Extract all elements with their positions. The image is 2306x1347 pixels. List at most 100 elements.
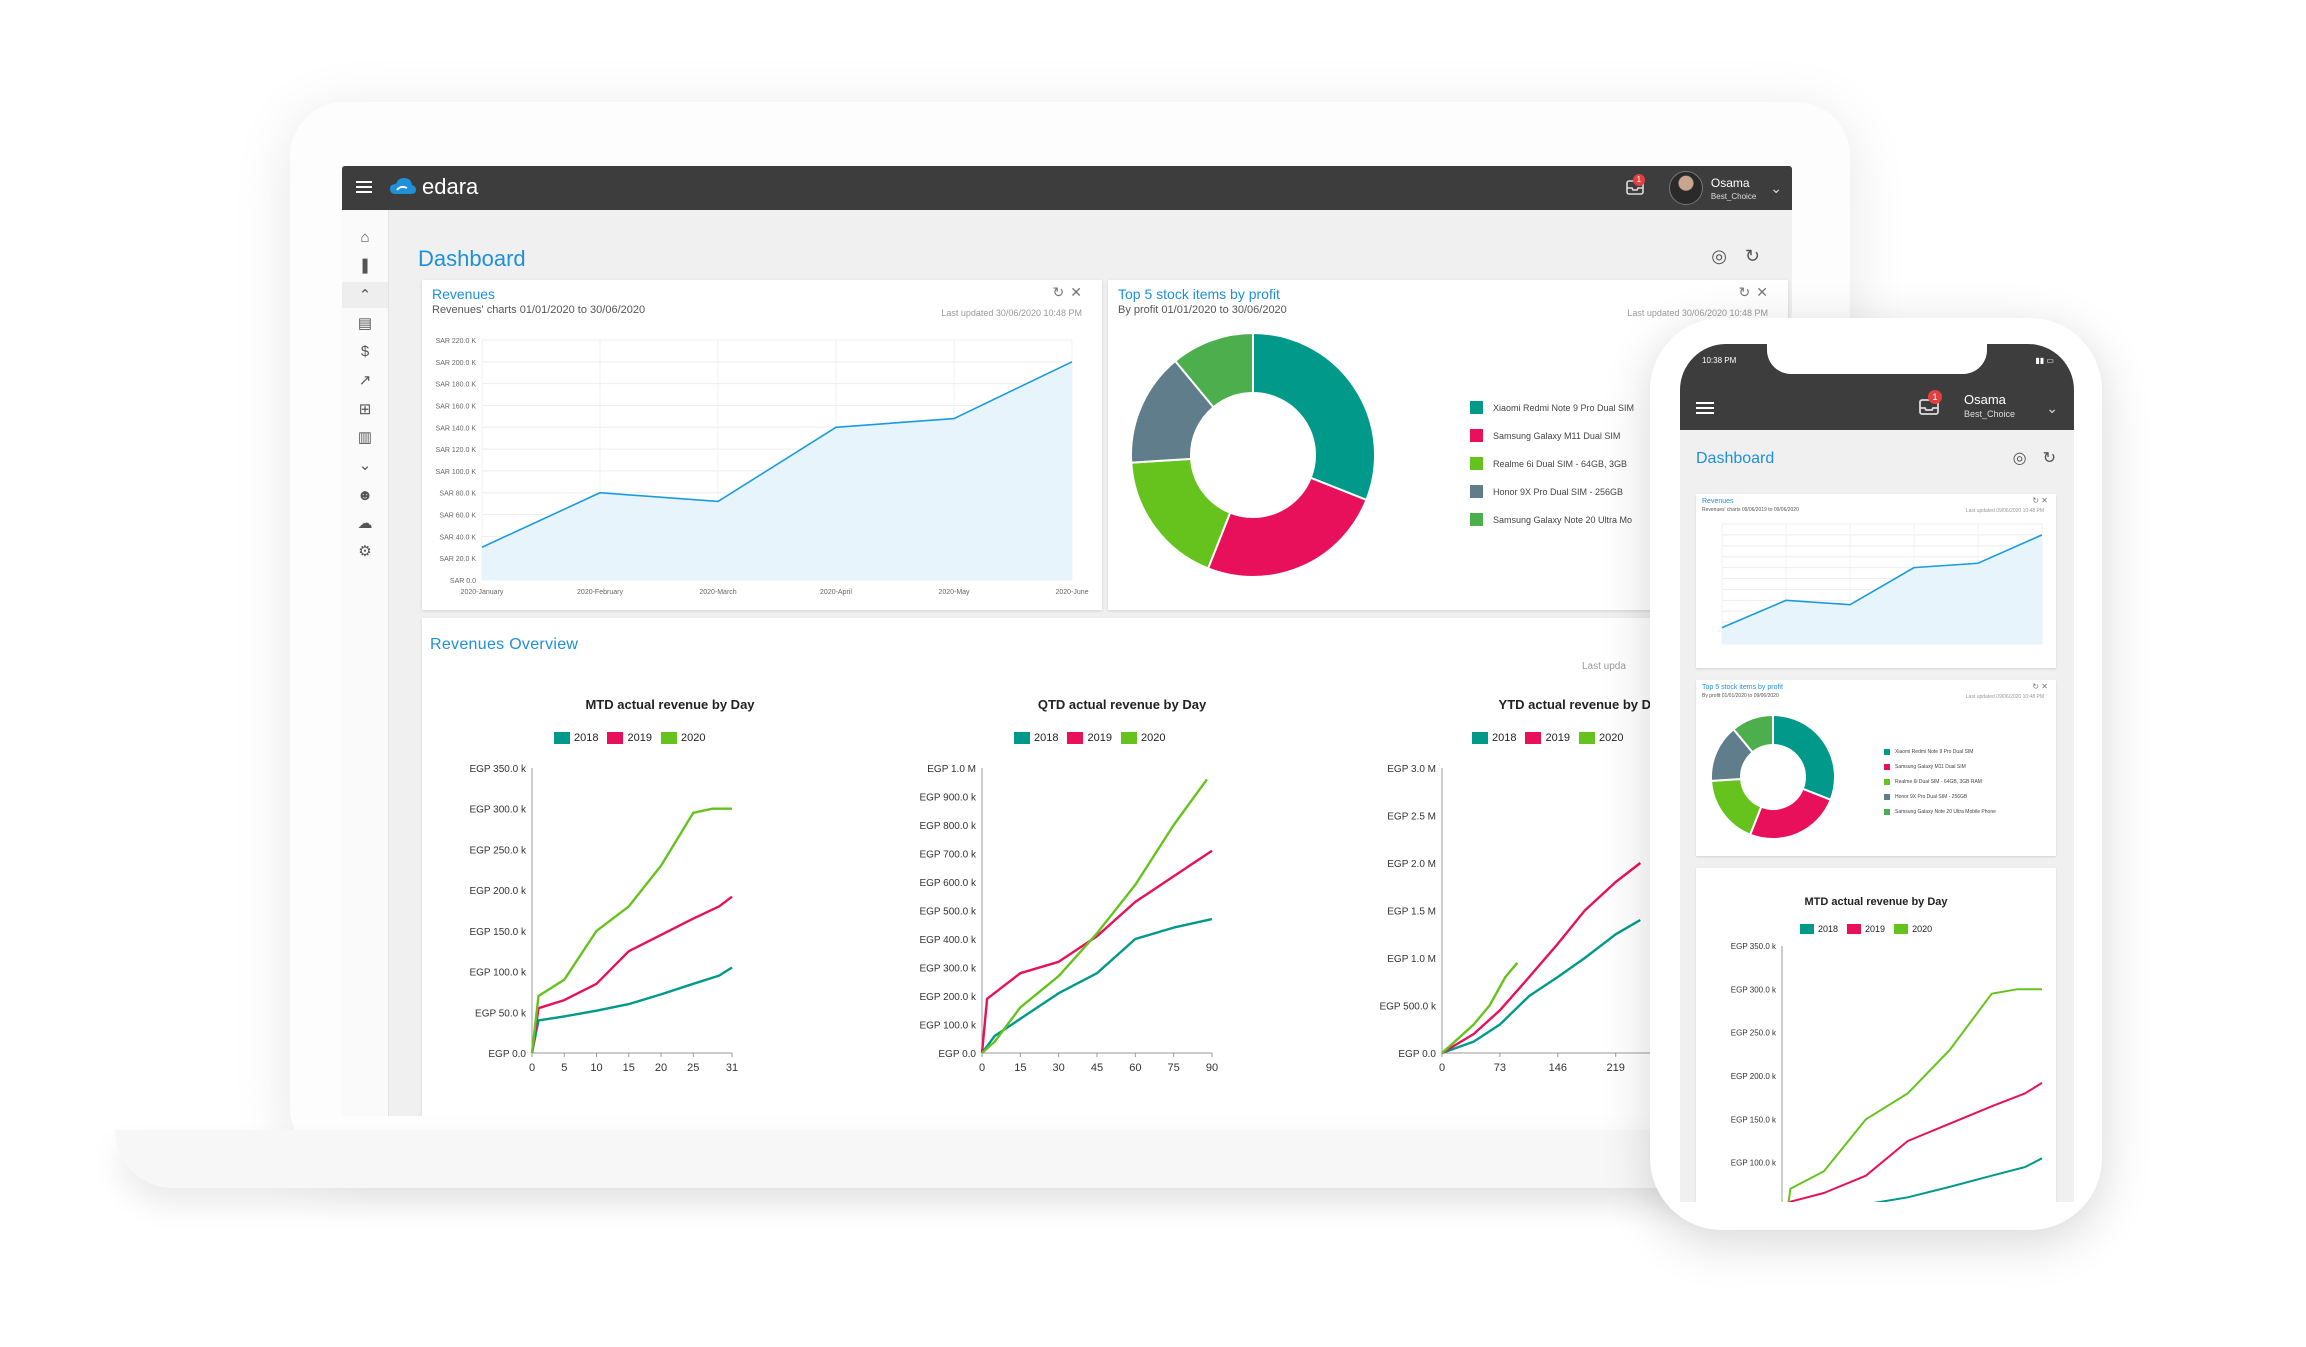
y-tick-label: EGP 200.0 k xyxy=(1731,1072,1777,1081)
legend-item[interactable]: 2019 xyxy=(1847,924,1885,934)
building-icon[interactable]: ▥ xyxy=(357,429,373,446)
legend-item[interactable]: Xiaomi Redmi Note 9 Pro Dual SIM xyxy=(1470,398,1634,417)
chevron-down-icon[interactable]: ⌄ xyxy=(358,457,372,474)
legend-item[interactable]: Xiaomi Redmi Note 9 Pro Dual SIM xyxy=(1884,748,1996,756)
x-tick-label: 60 xyxy=(1129,1062,1141,1074)
y-tick-label: EGP 1.5 M xyxy=(1387,907,1436,918)
y-tick-label: EGP 200.0 k xyxy=(469,886,527,897)
y-tick-label: SAR 120.0 K xyxy=(436,447,477,454)
home-icon[interactable]: ⌂ xyxy=(360,228,370,246)
refresh-icon[interactable]: ↻ xyxy=(1738,284,1751,300)
mtd-legend: 2018 2019 2020 xyxy=(1800,924,1932,934)
menu-icon[interactable] xyxy=(356,178,372,196)
legend-item[interactable]: 2018 xyxy=(1014,732,1058,744)
mobile-mtd-line-chart: EGP 350.0 k EGP 300.0 k EGP 250.0 k EGP 200… xyxy=(1731,942,2043,1202)
legend-item[interactable]: Realme 6i Dual SIM - 64GB, 3GB RAM xyxy=(1884,778,1996,786)
menu-icon[interactable] xyxy=(1696,399,1714,417)
legend-item[interactable]: 2020 xyxy=(1120,732,1165,744)
card-subtitle: Revenues' charts 01/01/2020 to 30/06/202… xyxy=(432,304,646,316)
user-menu[interactable]: Osama Best_Choice xyxy=(1964,392,2015,419)
trending-up-icon[interactable]: ↗ xyxy=(358,372,372,389)
legend-item[interactable]: Honor 9X Pro Dual SIM - 256GB xyxy=(1470,482,1634,501)
card-subtitle: Revenues' charts 09/06/2019 to 09/06/202… xyxy=(1702,507,1799,513)
x-tick-label: 2020-June xyxy=(1055,589,1088,596)
close-icon[interactable]: ✕ xyxy=(1756,284,1768,300)
people-icon[interactable]: ☻ xyxy=(357,486,373,504)
y-tick-label: EGP 400.0 k xyxy=(919,935,977,946)
y-tick-label: EGP 100.0 k xyxy=(469,968,527,979)
avatar[interactable] xyxy=(1668,171,1703,205)
user-menu[interactable]: Osama Best_Choice xyxy=(1711,176,1756,201)
legend-item[interactable]: 2018 xyxy=(1800,924,1838,934)
legend-item[interactable]: Samsung Galaxy M11 Dual SIM xyxy=(1470,426,1634,445)
cloud-icon[interactable]: ☁ xyxy=(357,515,373,532)
legend-label: Samsung Galaxy M11 Dual SIM xyxy=(1493,430,1621,441)
legend-item[interactable]: 2018 xyxy=(1472,732,1516,744)
legend-item[interactable]: Samsung Galaxy Note 20 Ultra Mobile Phon… xyxy=(1884,808,1996,816)
brand-logo[interactable]: edara xyxy=(389,174,478,200)
user-name: Osama xyxy=(1710,175,1750,190)
close-icon[interactable]: ↻ ✕ xyxy=(2032,496,2048,505)
y-tick-label: EGP 350.0 k xyxy=(469,764,527,775)
card-subtitle: By profit 01/01/2020 to 30/06/2020 xyxy=(1118,304,1287,316)
chevron-down-icon[interactable]: ⌄ xyxy=(1770,179,1782,196)
legend-item[interactable]: 2018 xyxy=(554,732,598,744)
legend-item[interactable]: 2019 xyxy=(607,732,652,744)
last-updated: Last updated 30/06/2020 10:48 PM xyxy=(941,308,1082,318)
legend-item[interactable]: 2019 xyxy=(1525,732,1570,744)
gear-icon[interactable]: ⚙ xyxy=(358,543,372,560)
legend-item[interactable]: Honor 9X Pro Dual SIM - 256GB xyxy=(1884,793,1996,801)
legend-label: Honor 9X Pro Dual SIM - 256GB xyxy=(1493,486,1624,497)
notifications-button[interactable]: 1 xyxy=(1625,174,1647,198)
mobile-top-bar: 10:38 PM ▮▮ ▭ 1 Osama Best_Choice ⌄ xyxy=(1680,344,2074,430)
legend-item[interactable]: 2020 xyxy=(1894,924,1932,934)
refresh-icon[interactable]: ↻ xyxy=(1052,284,1065,300)
y-tick-label: EGP 100.0 k xyxy=(919,1021,977,1032)
status-time: 10:38 PM xyxy=(1702,356,1737,365)
legend-item[interactable]: Samsung Galaxy Note 20 Ultra Mo xyxy=(1470,510,1634,529)
refresh-icon[interactable]: ↻ xyxy=(2042,450,2056,467)
qtd-chart-title: QTD actual revenue by Day xyxy=(1037,697,1207,712)
close-icon[interactable]: ✕ xyxy=(1070,284,1082,300)
chevron-down-icon[interactable]: ⌄ xyxy=(2046,400,2058,416)
legend-item[interactable]: 2020 xyxy=(660,732,705,744)
y-tick-label: EGP 1.0 M xyxy=(1387,954,1436,965)
eye-off-icon[interactable]: ◎ xyxy=(1711,246,1727,266)
y-tick-label: EGP 200.0 k xyxy=(919,992,977,1003)
x-tick-label: 15 xyxy=(1014,1062,1026,1074)
mtd-line-chart: EGP 350.0 k EGP 300.0 k EGP 250.0 k EGP 200… xyxy=(469,764,738,1074)
chevron-up-icon[interactable]: ⌃ xyxy=(342,282,388,308)
legend-item[interactable]: Samsung Galaxy M11 Dual SIM xyxy=(1884,763,1996,771)
dollar-icon[interactable]: $ xyxy=(360,342,370,360)
overview-title: Revenues Overview xyxy=(430,636,579,653)
y-tick-label: SAR 160.0 K xyxy=(436,403,477,410)
mobile-mtd-card: MTD actual revenue by Day 2018 2019 2020… xyxy=(1696,868,2056,1202)
refresh-icon[interactable]: ↻ xyxy=(1744,246,1760,266)
eye-off-icon[interactable]: ◎ xyxy=(2012,450,2027,467)
legend-swatch xyxy=(1470,513,1483,526)
cart-icon[interactable]: ⊞ xyxy=(358,401,372,418)
y-tick-label: SAR 220.0 K xyxy=(436,338,477,345)
x-tick-label: 2020-February xyxy=(577,589,623,596)
store-icon[interactable]: ▤ xyxy=(357,315,373,332)
mobile-top5-donut-chart xyxy=(1710,713,1836,840)
x-tick-label: 2020-April xyxy=(820,589,852,596)
donut-legend: Xiaomi Redmi Note 9 Pro Dual SIM Samsung… xyxy=(1884,748,1996,823)
y-tick-label: SAR 0.0 xyxy=(450,578,476,585)
y-tick-label: EGP 300.0 k xyxy=(469,805,527,816)
last-updated: Last updated 09/06/2020 10:48 PM xyxy=(1965,694,2044,700)
legend-swatch xyxy=(1470,457,1483,470)
series-line-2018 xyxy=(1441,918,1641,1055)
bookmark-icon[interactable]: ❚ xyxy=(358,257,372,274)
y-tick-label: EGP 2.0 M xyxy=(1387,859,1436,870)
ytd-chart-title: YTD actual revenue by Day xyxy=(1498,697,1666,712)
y-tick-label: SAR 180.0 K xyxy=(436,382,477,389)
legend-item[interactable]: Realme 6i Dual SIM - 64GB, 3GB xyxy=(1470,454,1634,473)
last-updated: Last updated 09/06/2020 10:48 PM xyxy=(1965,508,2044,514)
legend-item[interactable]: 2019 xyxy=(1067,732,1112,744)
mobile-revenues-card: Revenues Revenues' charts 09/06/2019 to … xyxy=(1696,494,2056,668)
close-icon[interactable]: ↻ ✕ xyxy=(2032,682,2048,691)
x-tick-label: 0 xyxy=(529,1062,535,1074)
legend-item[interactable]: 2020 xyxy=(1578,732,1623,744)
y-tick-label: EGP 150.0 k xyxy=(1731,1115,1777,1124)
